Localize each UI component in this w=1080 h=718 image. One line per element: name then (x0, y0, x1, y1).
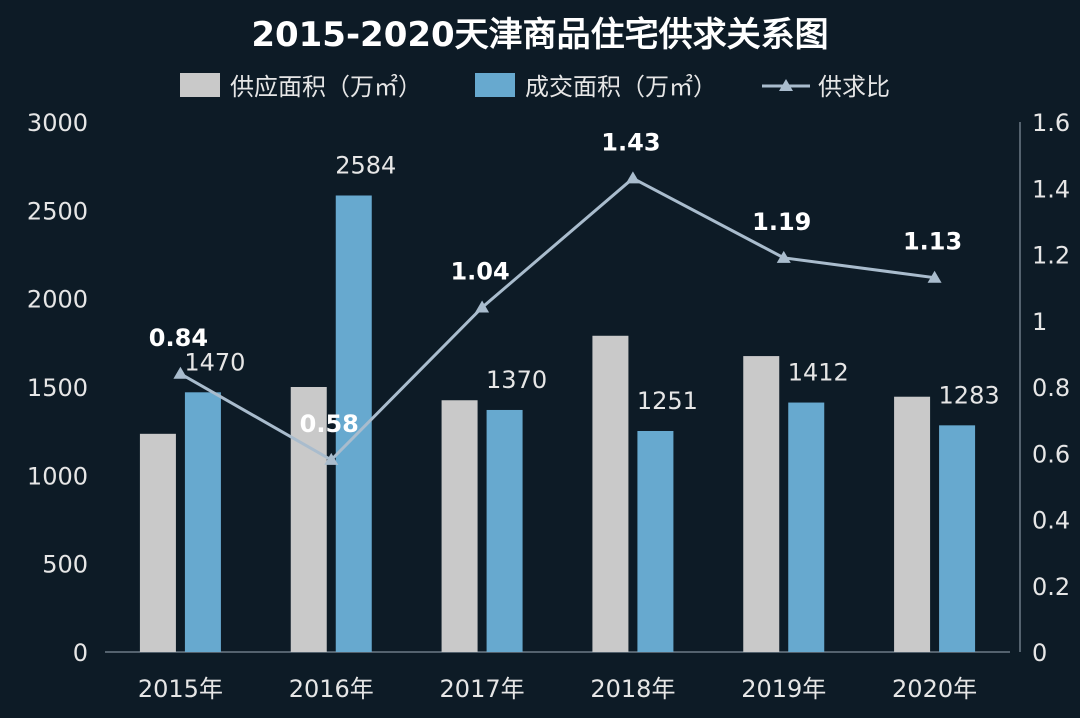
y-left-tick-label: 2500 (27, 197, 88, 225)
bar-deal (486, 409, 523, 652)
bar-deal-data-label: 1470 (184, 348, 245, 376)
ratio-data-label: 1.04 (450, 258, 509, 286)
bar-supply (592, 335, 629, 652)
x-tick-label: 2015年 (138, 675, 223, 703)
ratio-data-label: 1.43 (601, 128, 660, 156)
bar-deal (939, 425, 976, 652)
bar-supply (441, 400, 478, 652)
y-right-tick-label: 0.2 (1032, 573, 1070, 601)
bar-deal (184, 392, 221, 652)
ratio-marker (776, 250, 791, 263)
ratio-data-label: 1.19 (752, 208, 811, 236)
y-right-tick-label: 0.4 (1032, 507, 1070, 535)
legend-label-supply: 供应面积（万㎡） (230, 73, 422, 101)
bar-deal-data-label: 1251 (637, 387, 698, 415)
y-left-tick-label: 500 (42, 551, 88, 579)
legend-swatch-deal (475, 73, 515, 97)
x-tick-label: 2019年 (741, 675, 826, 703)
ratio-marker (625, 171, 640, 184)
y-right-tick-label: 0.8 (1032, 374, 1070, 402)
y-left-tick-label: 1000 (27, 462, 88, 490)
y-left-tick-label: 0 (73, 639, 88, 667)
bar-deal-data-label: 1412 (788, 359, 849, 387)
ratio-marker (927, 270, 942, 283)
ratio-marker (173, 366, 188, 379)
bar-supply (290, 387, 327, 652)
chart-title: 2015-2020天津商品住宅供求关系图 (251, 15, 828, 55)
bar-supply (743, 356, 780, 652)
bar-deal-data-label: 2584 (335, 151, 396, 179)
ratio-marker (324, 452, 339, 465)
bar-deal-data-label: 1370 (486, 366, 547, 394)
legend-swatch-supply (180, 73, 220, 97)
y-left-tick-label: 3000 (27, 109, 88, 137)
y-right-tick-label: 1.4 (1032, 175, 1070, 203)
ratio-data-label: 1.13 (903, 228, 962, 256)
bar-deal-data-label: 1283 (939, 381, 1000, 409)
bar-supply (894, 396, 931, 652)
bar-supply (139, 433, 176, 652)
ratio-data-label: 0.84 (149, 324, 208, 352)
x-tick-label: 2018年 (590, 675, 675, 703)
ratio-line (179, 176, 935, 462)
y-right-tick-label: 1.2 (1032, 242, 1070, 270)
legend-label-ratio: 供求比 (818, 73, 890, 101)
y-right-tick-label: 0 (1032, 639, 1047, 667)
bar-deal (637, 430, 674, 652)
y-right-tick-label: 1 (1032, 308, 1047, 336)
y-left-tick-label: 1500 (27, 374, 88, 402)
legend-label-deal: 成交面积（万㎡） (525, 73, 717, 101)
y-right-tick-label: 1.6 (1032, 109, 1070, 137)
x-tick-label: 2020年 (892, 675, 977, 703)
x-tick-label: 2017年 (440, 675, 525, 703)
legend-marker-ratio (779, 79, 793, 91)
ratio-marker (475, 300, 490, 313)
y-right-tick-label: 0.6 (1032, 440, 1070, 468)
x-tick-label: 2016年 (289, 675, 374, 703)
y-left-tick-label: 2000 (27, 286, 88, 314)
bar-deal (788, 402, 825, 652)
ratio-data-label: 0.58 (300, 410, 359, 438)
